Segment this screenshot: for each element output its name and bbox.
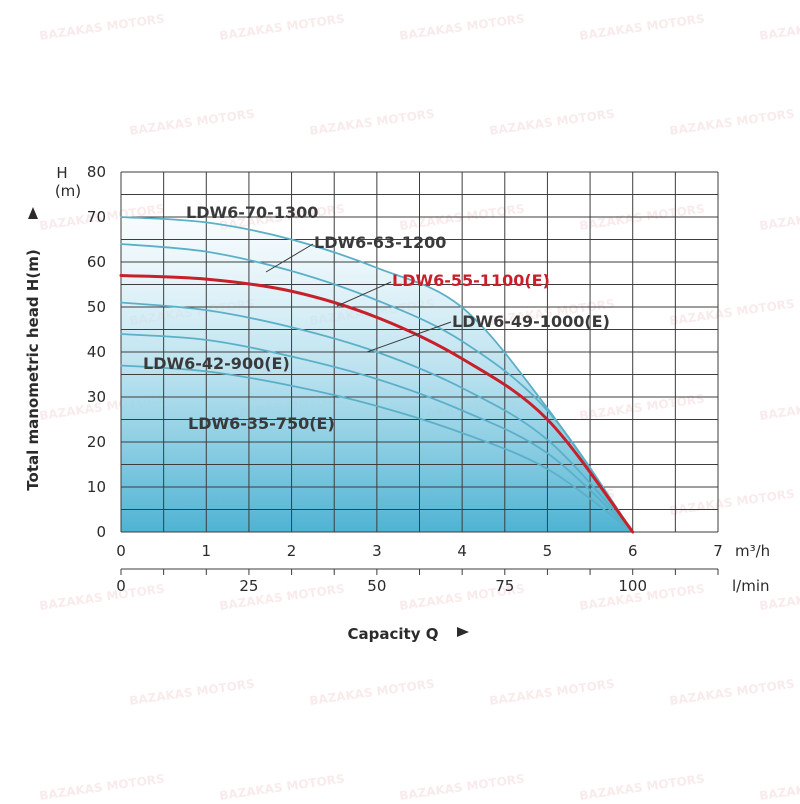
x-axis-title: Capacity Q <box>348 625 439 643</box>
curve-labels: LDW6-70-1300 LDW6-63-1200 LDW6-55-1100(E) L… <box>143 203 610 433</box>
curves <box>119 216 635 534</box>
y-tick-label: 50 <box>87 298 106 316</box>
series-label: LDW6-35-750(E) <box>188 414 335 433</box>
series-label: LDW6-55-1100(E) <box>392 271 550 290</box>
watermark-text: BAZAKAS MOTORS <box>218 772 345 800</box>
x-tick-label: 0 <box>116 542 126 560</box>
series-line <box>119 274 635 534</box>
x-axis-unit: m³/h <box>735 542 770 560</box>
y-tick-label: 20 <box>87 433 106 451</box>
series-line <box>120 301 634 533</box>
leader-lines <box>265 243 452 353</box>
series-label: LDW6-42-900(E) <box>143 354 290 373</box>
y-axis-unit-h: H <box>56 164 67 182</box>
series-label: LDW6-49-1000(E) <box>452 312 610 331</box>
watermark-text: BAZAKAS MOTORS <box>488 107 615 138</box>
series-line <box>120 364 634 533</box>
y-tick-label: 40 <box>87 343 106 361</box>
x2-tick-label: 75 <box>495 577 514 595</box>
y-tick-label: 80 <box>87 163 106 181</box>
watermark-text: BAZAKAS MOTORS <box>38 772 165 800</box>
x-tick-label: 5 <box>543 542 553 560</box>
series-line <box>120 333 634 533</box>
x-tick-label: 1 <box>202 542 212 560</box>
y-axis-unit-m: (m) <box>55 182 81 200</box>
y-axis-title: Total manometric head H(m) <box>24 249 42 490</box>
y-axis-arrow-icon <box>28 207 38 219</box>
label-leader-line <box>265 243 314 273</box>
watermark-text: BAZAKAS MOTORS <box>758 12 800 43</box>
watermark-text: BAZAKAS MOTORS <box>398 772 525 800</box>
x2-tick-label: 50 <box>367 577 386 595</box>
watermark-text: BAZAKAS MOTORS <box>758 202 800 233</box>
x2-tick-label: 0 <box>116 577 126 595</box>
watermark-text: BAZAKAS MOTORS <box>668 297 795 328</box>
y-tick-label: 10 <box>87 478 106 496</box>
watermark-text: BAZAKAS MOTORS <box>668 107 795 138</box>
watermark-text: BAZAKAS MOTORS <box>578 772 705 800</box>
watermark-text: BAZAKAS MOTORS <box>758 772 800 800</box>
series-label: LDW6-70-1300 <box>186 203 318 222</box>
x-tick-label: 7 <box>713 542 723 560</box>
x-tick-label: 6 <box>628 542 638 560</box>
watermark-text: BAZAKAS MOTORS <box>308 677 435 708</box>
y-tick-label: 60 <box>87 253 106 271</box>
x-axis-arrow-icon <box>457 627 469 637</box>
x2-tick-label: 100 <box>618 577 647 595</box>
watermark-text: BAZAKAS MOTORS <box>38 582 165 613</box>
y-tick-label: 30 <box>87 388 106 406</box>
watermark-text: BAZAKAS MOTORS <box>758 392 800 423</box>
label-leader-line <box>336 281 392 307</box>
watermark-text: BAZAKAS MOTORS <box>668 677 795 708</box>
watermark-text: BAZAKAS MOTORS <box>398 12 525 43</box>
watermark-text: BAZAKAS MOTORS <box>308 107 435 138</box>
watermark-text: BAZAKAS MOTORS <box>218 582 345 613</box>
x2-tick-label: 25 <box>239 577 258 595</box>
x2-axis-unit: l/min <box>732 577 770 595</box>
watermark-text: BAZAKAS MOTORS <box>218 12 345 43</box>
watermark-text: BAZAKAS MOTORS <box>578 392 705 423</box>
watermark-text: BAZAKAS MOTORS <box>578 12 705 43</box>
y-tick-label: 70 <box>87 208 106 226</box>
watermark-text: BAZAKAS MOTORS <box>38 12 165 43</box>
series-line <box>120 243 634 533</box>
grid <box>120 171 719 533</box>
x-tick-label: 3 <box>372 542 382 560</box>
series-label: LDW6-63-1200 <box>314 233 446 252</box>
watermark-text: BAZAKAS MOTORS <box>128 677 255 708</box>
x-tick-label: 2 <box>287 542 297 560</box>
label-leader-line <box>366 321 452 353</box>
watermark-text: BAZAKAS MOTORS <box>488 677 615 708</box>
watermark-text: BAZAKAS MOTORS <box>128 107 255 138</box>
y-tick-label: 0 <box>96 523 106 541</box>
x-tick-label: 4 <box>457 542 467 560</box>
watermark-text: BAZAKAS MOTORS <box>668 487 795 518</box>
